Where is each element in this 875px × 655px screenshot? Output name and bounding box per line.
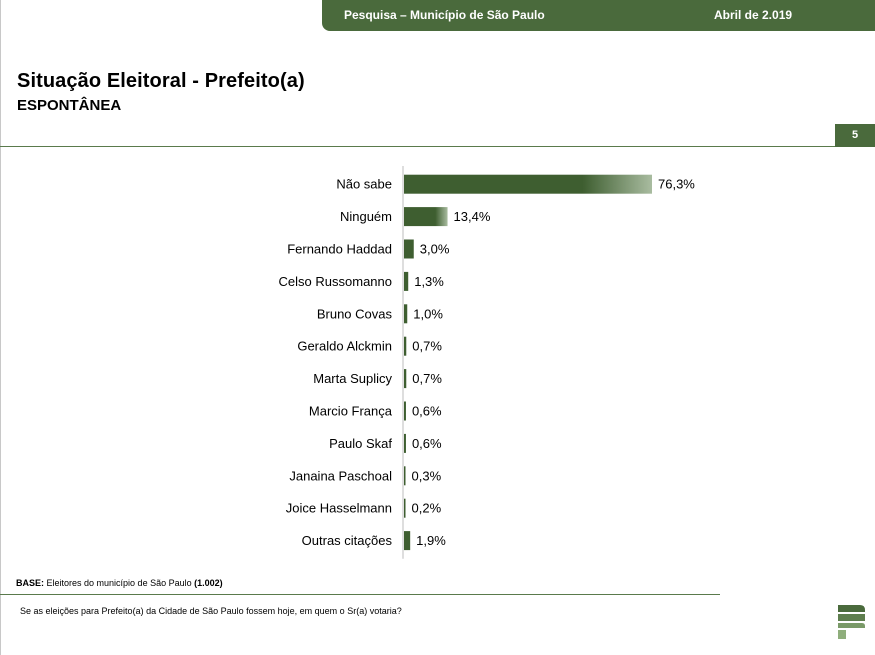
bar — [404, 304, 408, 324]
bar — [404, 239, 414, 259]
survey-question: Se as eleições para Prefeito(a) da Cidad… — [20, 606, 402, 616]
page-number-badge: 5 — [835, 124, 875, 147]
bar — [404, 174, 652, 194]
value-label: 0,7% — [412, 339, 442, 354]
category-label: Marcio França — [309, 404, 393, 419]
base-note: BASE: Eleitores do município de São Paul… — [16, 578, 223, 588]
page-subtitle: ESPONTÂNEA — [17, 97, 122, 114]
bar — [404, 401, 406, 421]
bar — [404, 336, 407, 356]
value-label: 0,2% — [412, 501, 442, 516]
value-label: 13,4% — [454, 209, 491, 224]
value-label: 3,0% — [420, 242, 450, 257]
bar — [404, 466, 406, 486]
value-label: 76,3% — [658, 177, 695, 192]
value-label: 1,0% — [413, 306, 443, 321]
category-label: Joice Hasselmann — [286, 501, 392, 516]
category-label: Celso Russomanno — [279, 274, 392, 289]
footer-divider — [0, 594, 720, 595]
page-title: Situação Eleitoral - Prefeito(a) — [17, 70, 305, 92]
value-label: 0,3% — [412, 468, 442, 483]
category-label: Geraldo Alckmin — [297, 339, 392, 354]
base-label: BASE: — [16, 578, 45, 588]
survey-label: Pesquisa – Município de São Paulo — [344, 8, 545, 22]
brand-logo-icon — [838, 605, 865, 639]
bar — [404, 271, 409, 291]
category-label: Fernando Haddad — [287, 242, 392, 257]
base-text: Eleitores do município de São Paulo — [44, 578, 195, 588]
category-label: Marta Suplicy — [313, 371, 392, 386]
value-label: 0,6% — [412, 436, 442, 451]
category-label: Não sabe — [336, 177, 392, 192]
value-label: 1,3% — [414, 274, 444, 289]
bar — [404, 433, 406, 453]
bar-chart: Não sabe Ninguém Fernando Haddad Celso Russ… — [279, 166, 695, 559]
bar — [404, 207, 448, 227]
base-count: (1.002) — [194, 578, 223, 588]
bar — [404, 531, 411, 551]
header-divider — [0, 146, 875, 147]
bar — [404, 369, 407, 389]
category-label: Janaina Paschoal — [289, 468, 392, 483]
value-label: 1,9% — [416, 533, 446, 548]
header-banner: Pesquisa – Município de São Paulo Abril … — [322, 0, 875, 31]
date-label: Abril de 2.019 — [714, 8, 793, 22]
category-label: Bruno Covas — [317, 306, 393, 321]
category-label: Paulo Skaf — [329, 436, 392, 451]
page-left-edge — [0, 0, 1, 655]
value-label: 0,6% — [412, 404, 442, 419]
value-label: 0,7% — [412, 371, 442, 386]
bar — [404, 498, 406, 518]
category-label: Ninguém — [340, 209, 392, 224]
category-label: Outras citações — [302, 533, 393, 548]
